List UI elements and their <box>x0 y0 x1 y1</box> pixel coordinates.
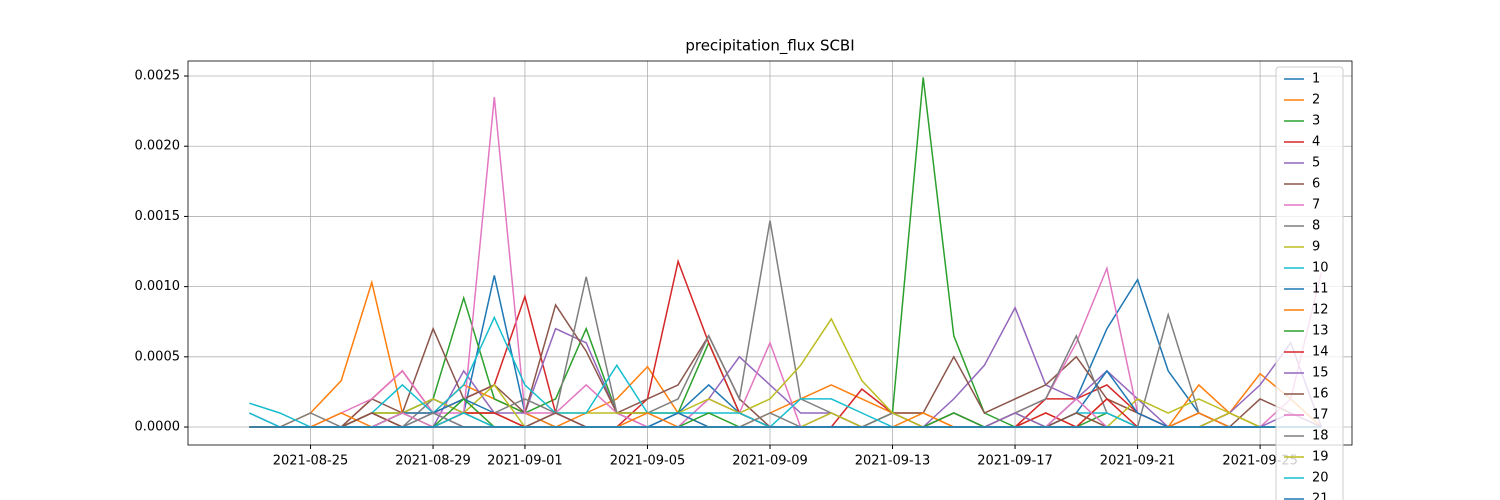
y-tick-label: 0.0005 <box>135 349 181 364</box>
y-tick-label: 0.0000 <box>135 420 181 435</box>
x-tick-label: 2021-09-09 <box>732 454 808 469</box>
x-tick-label: 2021-09-21 <box>1100 454 1176 469</box>
legend-label: 11 <box>1312 282 1329 297</box>
legend-label: 13 <box>1312 324 1329 339</box>
legend-label: 12 <box>1312 303 1329 318</box>
legend-label: 21 <box>1312 492 1329 500</box>
legend-label: 20 <box>1312 471 1329 486</box>
series-line <box>249 77 1322 428</box>
x-tick-label: 2021-09-17 <box>977 454 1053 469</box>
legend-label: 15 <box>1312 366 1329 381</box>
series-line <box>249 315 1322 428</box>
chart-title: precipitation_flux SCBI <box>685 37 854 56</box>
legend-label: 4 <box>1312 135 1320 150</box>
legend-label: 8 <box>1312 219 1320 234</box>
y-tick-label: 0.0020 <box>135 139 181 154</box>
x-tick-label: 2021-09-05 <box>610 454 686 469</box>
x-tick-label: 2021-08-25 <box>273 454 349 469</box>
plot-area <box>248 77 1323 429</box>
axes-frame <box>187 60 1353 446</box>
x-tick-label: 2021-08-29 <box>395 454 471 469</box>
legend-label: 17 <box>1312 408 1329 423</box>
legend-label: 6 <box>1312 177 1320 192</box>
legend-label: 2 <box>1312 93 1320 108</box>
grid: 0.0000 0.0005 0.0010 0.0015 0.0020 0.0025 2021… <box>135 61 1352 469</box>
legend-label: 5 <box>1312 156 1320 171</box>
legend-label: 9 <box>1312 240 1320 255</box>
series-line <box>249 317 1322 428</box>
legend-label: 16 <box>1312 387 1329 402</box>
x-tick-label: 2021-09-01 <box>487 454 563 469</box>
y-tick-label: 0.0025 <box>135 69 181 84</box>
legend-label: 3 <box>1312 114 1320 129</box>
legend-label: 19 <box>1312 450 1329 465</box>
legend-label: 18 <box>1312 429 1329 444</box>
x-tick-label: 2021-09-13 <box>855 454 931 469</box>
series-line <box>249 279 1322 428</box>
legend-label: 10 <box>1312 261 1329 276</box>
legend-label: 7 <box>1312 198 1320 213</box>
series-line <box>249 220 1322 429</box>
legend-label: 1 <box>1312 72 1320 87</box>
legend-box <box>1275 66 1344 500</box>
y-tick-label: 0.0010 <box>135 279 181 294</box>
y-tick-label: 0.0015 <box>135 209 181 224</box>
series-line <box>249 275 1322 428</box>
legend-label: 14 <box>1312 345 1329 360</box>
